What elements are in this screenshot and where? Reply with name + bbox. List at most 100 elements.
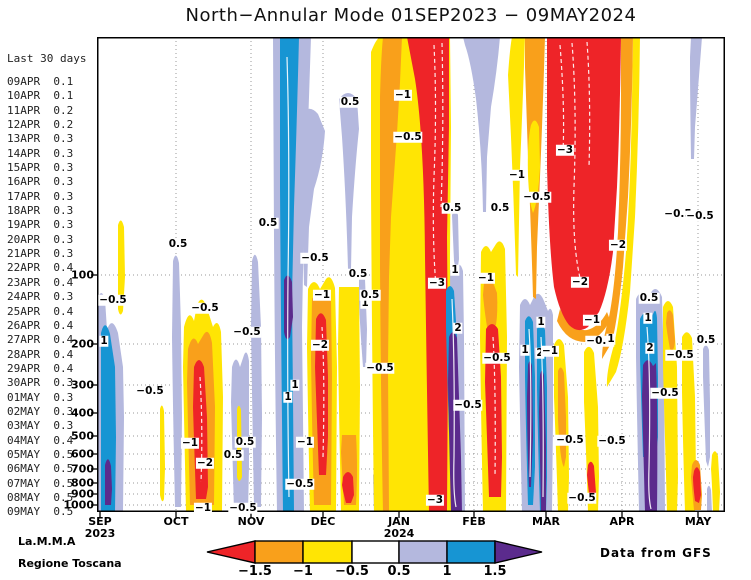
y-tick-label: 500	[71, 429, 94, 443]
contour-label: −3	[427, 276, 447, 289]
contour-label: −0.5	[482, 351, 512, 364]
x-tick-label: APR	[609, 515, 635, 528]
colorbar-tick-label: −1.5	[238, 564, 272, 579]
daily-nam-value: 22APR 0.4	[7, 261, 74, 275]
contour-field-svg	[91, 37, 725, 518]
daily-nam-value: 10APR 0.1	[7, 89, 74, 103]
contour-label: 1	[283, 390, 293, 403]
daily-nam-value: 23APR 0.4	[7, 275, 74, 289]
daily-nam-value: 16APR 0.3	[7, 175, 74, 189]
org-region: Regione Toscana	[18, 557, 122, 570]
contour-label: −0.5	[665, 348, 695, 361]
contour-label: −1	[582, 313, 602, 326]
contour-label: 1	[606, 332, 616, 345]
page-title: North−Annular Mode 01SEP2023 − 09MAY2024	[185, 5, 637, 26]
last-30-days-list: 09APR 0.1 10APR 0.1 11APR 0.2 12APR 0.2 13AP…	[7, 75, 97, 520]
x-tick-label: NOV	[237, 515, 265, 528]
daily-nam-value: 06MAY 0.5	[7, 462, 74, 476]
x-tick-label: JAN	[388, 515, 410, 528]
daily-nam-value: 07MAY 0.5	[7, 476, 74, 490]
daily-nam-value: 27APR 0.4	[7, 333, 74, 347]
contour-label: 0.5	[234, 435, 256, 448]
daily-nam-value: 14APR 0.3	[7, 146, 74, 160]
contour-label: 0.5	[257, 216, 279, 229]
contour-label: 1	[643, 311, 653, 324]
contour-label: −0.5	[300, 251, 330, 264]
daily-nam-value: 04MAY 0.4	[7, 433, 74, 447]
contour-label: −1	[476, 271, 496, 284]
contour-label: −1	[507, 168, 527, 181]
daily-nam-value: 17APR 0.3	[7, 189, 74, 203]
contour-label: −0.5	[522, 190, 552, 203]
daily-nam-value: 25APR 0.4	[7, 304, 74, 318]
contour-label: −2	[310, 338, 330, 351]
contour-label: 2	[645, 341, 655, 354]
daily-nam-value: 18APR 0.3	[7, 204, 74, 218]
daily-nam-value: 29APR 0.4	[7, 361, 74, 375]
daily-nam-value: 09MAY 0.5	[7, 505, 74, 519]
contour-label: 1	[450, 263, 460, 276]
contour-label: −0.5	[597, 434, 627, 447]
daily-nam-value: 08MAY 0.5	[7, 490, 74, 504]
contour-label: −0.5	[555, 433, 585, 446]
last-30-days-heading: Last 30 days	[7, 52, 87, 65]
contour-label: 0.5	[441, 201, 463, 214]
contour-label: −0.5	[232, 325, 262, 338]
daily-nam-value: 15APR 0.3	[7, 161, 74, 175]
colorbar-tick-label: 1	[442, 564, 452, 579]
contour-label: −0.5	[585, 334, 615, 347]
contour-label: −0.5	[285, 477, 315, 490]
x-tick-year: 2023	[84, 527, 116, 540]
y-tick-label: 200	[71, 337, 94, 351]
daily-nam-value: 13APR 0.3	[7, 132, 74, 146]
data-source: Data from GFS	[600, 546, 712, 560]
x-tick-label: OCT	[163, 515, 189, 528]
colorbar-arrow-left	[206, 540, 256, 564]
contour-label: −1	[193, 501, 213, 514]
colorbar-arrow-right	[494, 540, 543, 564]
colorbar-tick-label: 0.5	[387, 564, 411, 579]
contour-label: 2	[535, 348, 545, 359]
daily-nam-value: 12APR 0.2	[7, 118, 74, 132]
contour-label: −0.5	[190, 301, 220, 314]
contour-label: −0.5	[365, 361, 395, 374]
contour-label: 1	[99, 334, 109, 347]
daily-nam-value: 24APR 0.3	[7, 290, 74, 304]
daily-nam-value: 26APR 0.4	[7, 318, 74, 332]
contour-label: 0.5	[222, 448, 244, 461]
contour-label: −0.5	[453, 398, 483, 411]
contour-label: 0.5	[347, 267, 369, 280]
y-tick-label: 600	[71, 447, 94, 461]
contour-label: −1	[295, 435, 315, 448]
contour-label: −0.5	[567, 491, 597, 504]
shaded-bands	[98, 37, 720, 512]
y-tick-label: 700	[71, 462, 94, 476]
daily-nam-value: 28APR 0.4	[7, 347, 74, 361]
contour-label: 2	[453, 321, 463, 334]
contour-label: −3	[555, 143, 575, 156]
contour-label: −3	[425, 493, 445, 506]
contour-label: −0.5	[98, 293, 128, 306]
contour-label: 0.5	[359, 288, 381, 301]
contour-label: 0.5	[167, 237, 189, 250]
contour-label: 0.5	[695, 333, 717, 346]
daily-nam-value: 09APR 0.1	[7, 75, 74, 88]
colorbar-tick-label: 1.5	[483, 564, 507, 579]
contour-label: −2	[608, 238, 628, 251]
daily-nam-value: 02MAY 0.3	[7, 404, 74, 418]
contour-label: −0.5	[228, 501, 258, 514]
daily-nam-value: 30APR 0.3	[7, 376, 74, 390]
colorbar-tick-label: −0.5	[335, 564, 369, 579]
x-tick-label: MAR	[532, 515, 560, 528]
x-tick-label: SEP	[88, 515, 112, 528]
x-tick-label: DEC	[310, 515, 336, 528]
y-tick-label: 800	[71, 476, 94, 490]
daily-nam-value: 21APR 0.3	[7, 247, 74, 261]
contour-label: −2	[570, 275, 590, 288]
daily-nam-value: 03MAY 0.3	[7, 419, 74, 433]
colorbar-tick-label: −1	[293, 564, 313, 579]
contour-label: 1	[290, 378, 300, 391]
contour-label: −0.5	[663, 207, 693, 220]
daily-nam-value: 20APR 0.3	[7, 232, 74, 246]
